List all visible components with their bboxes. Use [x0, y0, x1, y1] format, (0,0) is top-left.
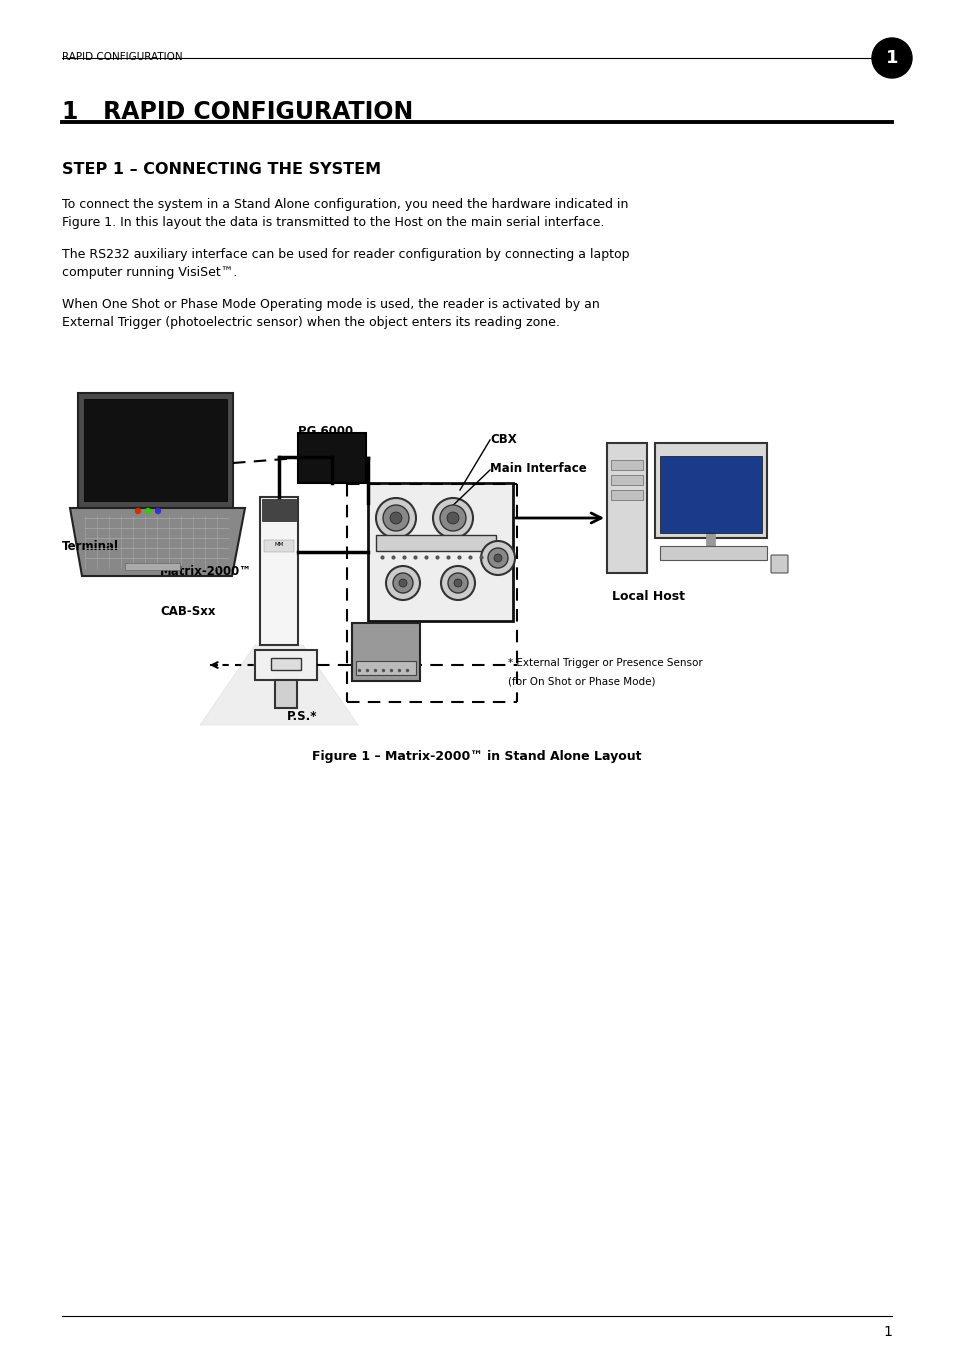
Circle shape	[448, 573, 468, 593]
Text: CAB-Sxx: CAB-Sxx	[160, 605, 215, 617]
Text: Matrix-2000™: Matrix-2000™	[160, 565, 252, 578]
Circle shape	[480, 540, 515, 576]
Circle shape	[454, 580, 461, 586]
Bar	[262, 499, 295, 521]
Bar	[352, 623, 419, 681]
Text: 1: 1	[882, 1325, 891, 1339]
Text: (for On Shot or Phase Mode): (for On Shot or Phase Mode)	[507, 676, 655, 686]
Circle shape	[382, 505, 409, 531]
Bar	[274, 680, 296, 708]
Circle shape	[440, 566, 475, 600]
Bar	[355, 661, 416, 676]
Circle shape	[155, 508, 160, 513]
Polygon shape	[200, 644, 357, 725]
Bar	[264, 540, 294, 553]
Bar	[655, 443, 766, 538]
Text: PG 6000: PG 6000	[297, 426, 353, 438]
Bar	[125, 563, 180, 570]
Circle shape	[488, 549, 507, 567]
Bar	[610, 490, 642, 500]
FancyBboxPatch shape	[770, 555, 787, 573]
Circle shape	[390, 512, 401, 524]
Text: Local Host: Local Host	[612, 590, 684, 603]
Bar	[297, 434, 366, 484]
Text: STEP 1 – CONNECTING THE SYSTEM: STEP 1 – CONNECTING THE SYSTEM	[62, 162, 381, 177]
Bar	[659, 546, 766, 561]
Text: MM: MM	[274, 543, 283, 547]
Bar	[254, 650, 316, 680]
Circle shape	[439, 505, 465, 531]
Bar	[610, 459, 642, 470]
Polygon shape	[84, 399, 227, 501]
Bar	[368, 484, 513, 621]
Bar	[659, 457, 761, 534]
Text: P.S.*: P.S.*	[287, 711, 317, 723]
Circle shape	[386, 566, 419, 600]
Text: Figure 1. In this layout the data is transmitted to the Host on the main serial : Figure 1. In this layout the data is tra…	[62, 216, 604, 230]
Circle shape	[494, 554, 501, 562]
Circle shape	[375, 499, 416, 538]
Text: Terminal: Terminal	[62, 540, 119, 553]
Text: 1: 1	[884, 49, 898, 68]
Text: To connect the system in a Stand Alone configuration, you need the hardware indi: To connect the system in a Stand Alone c…	[62, 199, 628, 211]
Circle shape	[433, 499, 473, 538]
Text: computer running VisiSet™.: computer running VisiSet™.	[62, 266, 237, 280]
Circle shape	[447, 512, 458, 524]
Bar	[610, 476, 642, 485]
Text: The RS232 auxiliary interface can be used for reader configuration by connecting: The RS232 auxiliary interface can be use…	[62, 249, 629, 261]
Polygon shape	[70, 508, 245, 576]
Circle shape	[135, 508, 140, 513]
Circle shape	[871, 38, 911, 78]
Text: RAPID CONFIGURATION: RAPID CONFIGURATION	[62, 51, 182, 62]
Circle shape	[146, 508, 151, 513]
Text: When One Shot or Phase Mode Operating mode is used, the reader is activated by a: When One Shot or Phase Mode Operating mo…	[62, 299, 599, 311]
Polygon shape	[78, 393, 233, 508]
Text: 1   RAPID CONFIGURATION: 1 RAPID CONFIGURATION	[62, 100, 413, 124]
Bar	[271, 658, 301, 670]
Text: CBX: CBX	[490, 434, 517, 446]
Circle shape	[398, 580, 407, 586]
Circle shape	[393, 573, 413, 593]
Bar	[260, 497, 297, 644]
Text: Figure 1 – Matrix-2000™ in Stand Alone Layout: Figure 1 – Matrix-2000™ in Stand Alone L…	[312, 750, 641, 763]
Text: * External Trigger or Presence Sensor: * External Trigger or Presence Sensor	[507, 658, 702, 667]
Bar	[606, 443, 646, 573]
Text: External Trigger (photoelectric sensor) when the object enters its reading zone.: External Trigger (photoelectric sensor) …	[62, 316, 559, 330]
Text: Main Interface: Main Interface	[490, 462, 586, 476]
Bar	[375, 535, 496, 551]
